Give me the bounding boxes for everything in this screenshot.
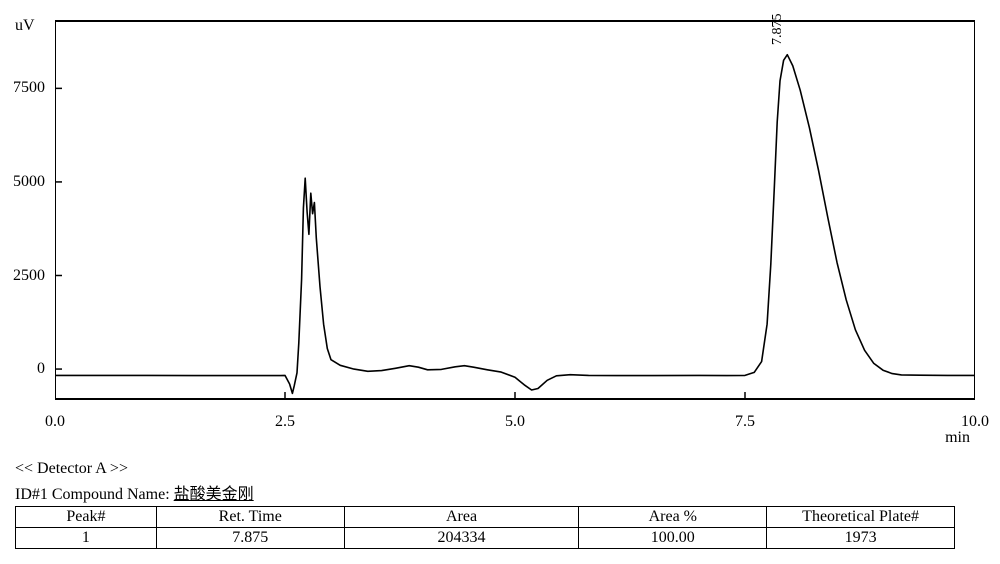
peak-table: Peak#Ret. TimeAreaArea %Theoretical Plat… [15,506,955,549]
x-tick-label: 7.5 [735,413,755,431]
compound-name: 盐酸美金刚 [174,486,254,503]
peak-annotation: 7.875 [770,13,786,45]
y-tick-label: 0 [37,360,45,378]
x-axis-unit: min [945,429,970,447]
y-tick-label: 7500 [13,79,45,97]
chromatogram-chart: uV min 02500500075000.02.55.07.510.07.87… [55,15,975,405]
table-header: Area [344,507,579,528]
detector-header: << Detector A >> [15,460,985,478]
table-cell: 1 [16,528,157,549]
chart-svg [55,15,975,405]
table-cell: 7.875 [156,528,344,549]
y-tick-label: 5000 [13,173,45,191]
y-tick-label: 2500 [13,267,45,285]
table-cell: 204334 [344,528,579,549]
x-tick-label: 0.0 [45,413,65,431]
compound-line: ID#1 Compound Name: 盐酸美金刚 [15,480,985,504]
table-row: 17.875204334100.001973 [16,528,955,549]
table-cell: 1973 [767,528,955,549]
x-tick-label: 10.0 [961,413,989,431]
x-tick-label: 5.0 [505,413,525,431]
table-header: Peak# [16,507,157,528]
table-cell: 100.00 [579,528,767,549]
table-header: Ret. Time [156,507,344,528]
table-header: Area % [579,507,767,528]
compound-prefix: ID#1 Compound Name: [15,486,174,503]
y-axis-unit: uV [15,17,35,35]
table-header: Theoretical Plate# [767,507,955,528]
x-tick-label: 2.5 [275,413,295,431]
